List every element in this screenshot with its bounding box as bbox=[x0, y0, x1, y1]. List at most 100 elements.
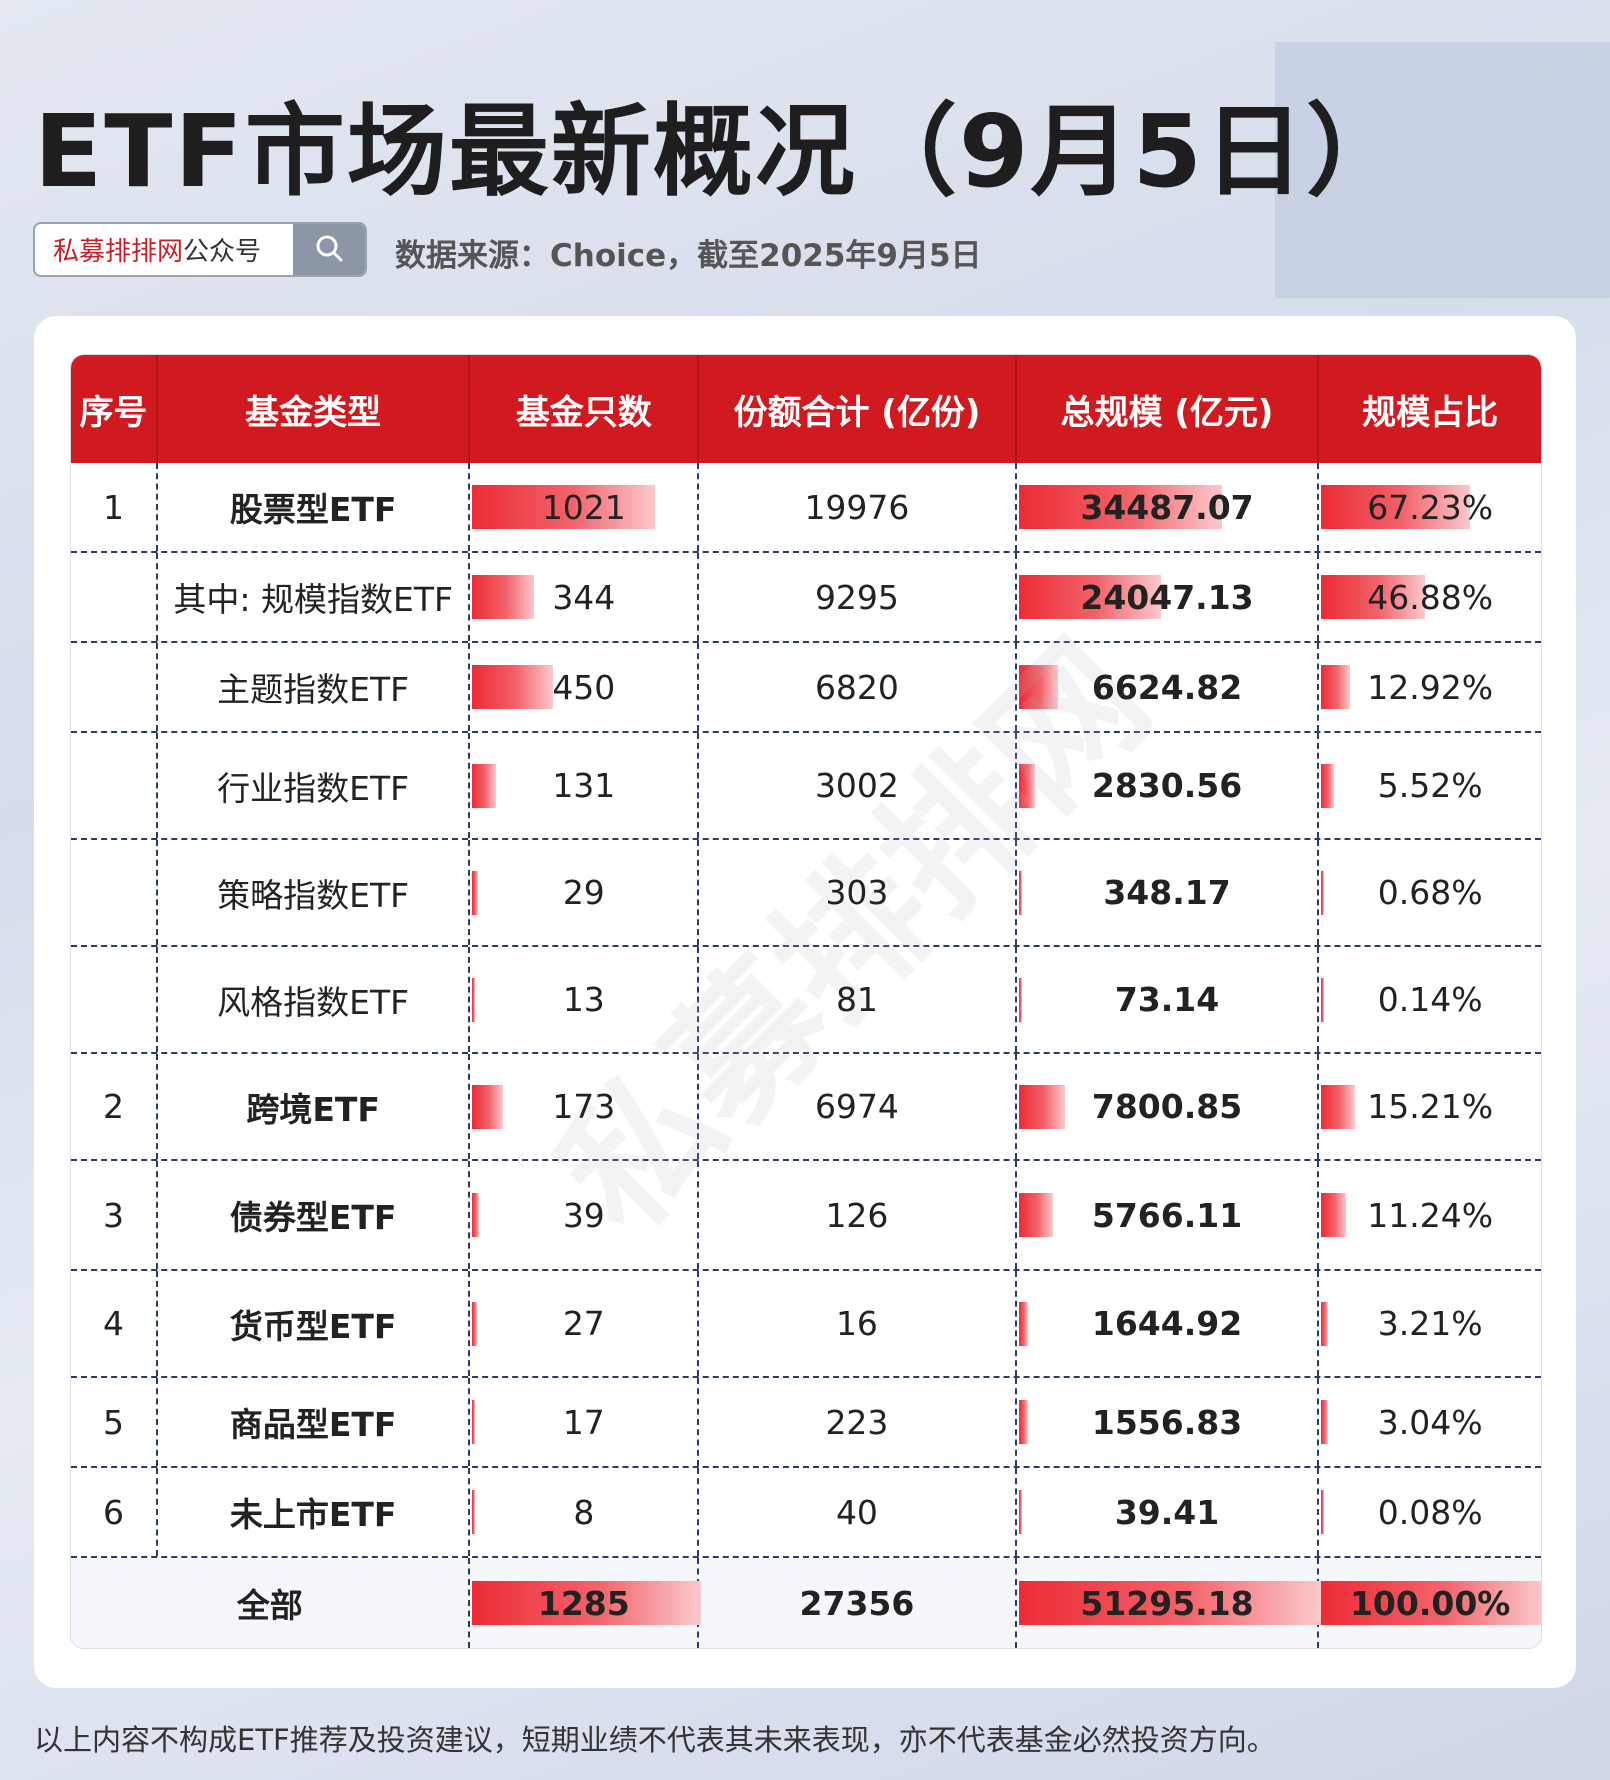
ratio-cell-bar bbox=[1321, 1400, 1328, 1444]
scale-cell-text: 348.17 bbox=[1103, 873, 1231, 912]
type-cell: 债券型ETF bbox=[158, 1161, 471, 1269]
total-count-cell-text: 1285 bbox=[537, 1583, 630, 1623]
count-cell-text: 13 bbox=[562, 980, 605, 1019]
scale-cell-text: 24047.13 bbox=[1080, 577, 1254, 617]
count-cell-bar bbox=[472, 870, 478, 915]
scale-cell-text: 6624.82 bbox=[1091, 667, 1243, 707]
scale-cell-bar bbox=[1018, 763, 1036, 808]
count-cell-text: 1021 bbox=[541, 487, 626, 527]
scale-cell-text: 5766.11 bbox=[1091, 1195, 1243, 1235]
brand-suffix: 公众号 bbox=[183, 237, 262, 267]
seq-cell-text: 4 bbox=[102, 1304, 124, 1343]
total-ratio-cell-bar bbox=[1321, 1581, 1541, 1625]
scale-cell: 1556.83 bbox=[1017, 1378, 1320, 1466]
type-cell-text: 风格指数ETF bbox=[217, 982, 410, 1022]
count-cell: 173 bbox=[470, 1054, 700, 1159]
ratio-cell: 5.52% bbox=[1319, 733, 1541, 838]
scale-cell: 348.17 bbox=[1017, 840, 1320, 945]
shares-cell-text: 223 bbox=[825, 1402, 889, 1442]
total-shares-cell-text: 27356 bbox=[799, 1583, 915, 1623]
count-cell-bar bbox=[472, 485, 655, 529]
seq-cell-text: 1 bbox=[102, 487, 124, 527]
etf-table: 序号 基金类型 基金只数 份额合计 (亿份) 总规模 (亿元) 规模占比 1 股票… bbox=[70, 354, 1542, 1649]
ratio-cell-text: 3.04% bbox=[1377, 1402, 1483, 1442]
header-count: 基金只数 bbox=[470, 355, 700, 463]
total-label-text: 全部 bbox=[236, 1586, 303, 1625]
total-scale-cell-text: 51295.18 bbox=[1080, 1583, 1254, 1623]
count-cell-bar bbox=[472, 763, 496, 808]
shares-cell: 40 bbox=[699, 1468, 1017, 1556]
scale-cell-bar bbox=[1018, 665, 1058, 709]
type-cell: 行业指数ETF bbox=[158, 733, 471, 838]
shares-cell-text: 19976 bbox=[804, 487, 910, 527]
scale-cell-bar bbox=[1018, 1301, 1029, 1346]
seq-cell bbox=[71, 840, 158, 945]
ratio-cell: 0.14% bbox=[1319, 947, 1541, 1052]
scale-cell-bar bbox=[1018, 977, 1022, 1022]
scale-cell-text: 1556.83 bbox=[1091, 1402, 1243, 1442]
page-title: ETF市场最新概况（9月5日） bbox=[34, 93, 1408, 210]
count-cell: 1021 bbox=[470, 463, 700, 551]
ratio-cell-text: 0.08% bbox=[1377, 1492, 1483, 1532]
count-cell-bar bbox=[472, 575, 534, 619]
count-cell-text: 39 bbox=[562, 1195, 605, 1235]
total-shares-cell: 27356 bbox=[699, 1558, 1017, 1648]
seq-cell-text: 3 bbox=[102, 1195, 124, 1235]
table-row: 4 货币型ETF 27 16 1644.92 3.21% bbox=[71, 1271, 1541, 1378]
shares-cell-text: 3002 bbox=[814, 766, 899, 805]
total-ratio-cell: 100.00% bbox=[1319, 1558, 1541, 1648]
table-total-row: 全部 1285 27356 51295.18 100.00% bbox=[71, 1558, 1541, 1648]
count-cell-bar bbox=[472, 1193, 480, 1237]
scale-cell: 2830.56 bbox=[1017, 733, 1320, 838]
scale-cell-text: 7800.85 bbox=[1091, 1087, 1243, 1126]
shares-cell-text: 6820 bbox=[814, 667, 899, 707]
scale-cell-text: 2830.56 bbox=[1091, 766, 1243, 805]
ratio-cell-bar bbox=[1321, 665, 1350, 709]
search-button[interactable] bbox=[293, 224, 365, 275]
ratio-cell-text: 0.14% bbox=[1377, 980, 1483, 1019]
count-cell: 17 bbox=[470, 1378, 700, 1466]
search-box[interactable]: 私募排排网 公众号 bbox=[33, 222, 367, 277]
ratio-cell: 0.08% bbox=[1319, 1468, 1541, 1556]
seq-cell: 2 bbox=[71, 1054, 158, 1159]
decorative-background-panel bbox=[1275, 42, 1610, 298]
ratio-cell-bar bbox=[1321, 575, 1426, 619]
table-row: 行业指数ETF 131 3002 2830.56 5.52% bbox=[71, 733, 1541, 840]
type-cell-text: 策略指数ETF bbox=[217, 875, 410, 915]
scale-cell-text: 73.14 bbox=[1114, 980, 1220, 1019]
ratio-cell: 11.24% bbox=[1319, 1161, 1541, 1269]
shares-cell: 9295 bbox=[699, 553, 1017, 641]
ratio-cell-text: 0.68% bbox=[1377, 873, 1483, 912]
table-header-row: 序号 基金类型 基金只数 份额合计 (亿份) 总规模 (亿元) 规模占比 bbox=[71, 355, 1541, 463]
count-cell: 131 bbox=[470, 733, 700, 838]
ratio-cell-text: 11.24% bbox=[1367, 1195, 1494, 1235]
ratio-cell-text: 12.92% bbox=[1367, 667, 1494, 707]
seq-cell bbox=[71, 643, 158, 731]
shares-cell-text: 126 bbox=[825, 1195, 889, 1235]
type-cell-text: 行业指数ETF bbox=[217, 768, 410, 808]
count-cell: 27 bbox=[470, 1271, 700, 1376]
scale-cell-bar bbox=[1018, 870, 1022, 915]
count-cell-text: 131 bbox=[552, 766, 616, 805]
scale-cell-bar bbox=[1018, 485, 1223, 529]
seq-cell-text: 6 bbox=[102, 1492, 124, 1532]
ratio-cell-text: 15.21% bbox=[1367, 1087, 1494, 1126]
type-cell-text: 货币型ETF bbox=[229, 1306, 397, 1346]
scale-cell-text: 34487.07 bbox=[1080, 487, 1254, 527]
count-cell-bar bbox=[472, 1400, 476, 1444]
type-cell: 策略指数ETF bbox=[158, 840, 471, 945]
ratio-cell-bar bbox=[1321, 870, 1325, 915]
ratio-cell-bar bbox=[1321, 485, 1471, 529]
ratio-cell-bar bbox=[1321, 1193, 1347, 1237]
shares-cell: 16 bbox=[699, 1271, 1017, 1376]
count-cell: 39 bbox=[470, 1161, 700, 1269]
type-cell-text: 其中: 规模指数ETF bbox=[173, 580, 453, 619]
table-row: 2 跨境ETF 173 6974 7800.85 15.21% bbox=[71, 1054, 1541, 1161]
total-label-cell: 全部 bbox=[71, 1558, 471, 1648]
count-cell-text: 29 bbox=[562, 873, 605, 912]
scale-cell-text: 1644.92 bbox=[1091, 1304, 1243, 1343]
scale-cell-bar bbox=[1018, 1193, 1053, 1237]
search-icon bbox=[314, 233, 344, 267]
table-row: 5 商品型ETF 17 223 1556.83 3.04% bbox=[71, 1378, 1541, 1468]
count-cell-bar bbox=[472, 977, 476, 1022]
